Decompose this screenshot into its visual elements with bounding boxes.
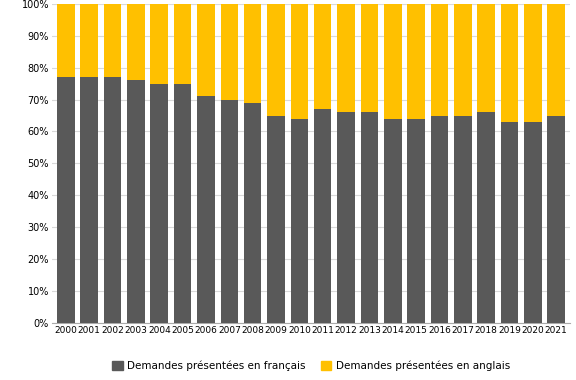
Bar: [174, 84, 191, 323]
Bar: [524, 122, 541, 323]
Bar: [524, 4, 541, 122]
Bar: [81, 77, 98, 323]
Bar: [221, 4, 238, 100]
Bar: [384, 4, 401, 119]
Bar: [197, 4, 215, 97]
Bar: [150, 84, 168, 323]
Bar: [501, 4, 518, 122]
Bar: [150, 4, 168, 84]
Bar: [454, 116, 472, 323]
Bar: [547, 4, 565, 116]
Bar: [57, 4, 75, 77]
Bar: [244, 103, 262, 323]
Bar: [431, 116, 448, 323]
Bar: [267, 4, 285, 116]
Legend: Demandes présentées en français, Demandes présentées en anglais: Demandes présentées en français, Demande…: [108, 356, 514, 375]
Bar: [478, 4, 495, 112]
Bar: [291, 4, 308, 119]
Bar: [314, 109, 331, 323]
Bar: [407, 4, 425, 119]
Bar: [174, 4, 191, 84]
Bar: [81, 4, 98, 77]
Bar: [197, 97, 215, 323]
Bar: [291, 119, 308, 323]
Bar: [104, 4, 122, 77]
Bar: [361, 112, 378, 323]
Bar: [127, 4, 145, 81]
Bar: [221, 100, 238, 323]
Bar: [547, 116, 565, 323]
Bar: [384, 119, 401, 323]
Bar: [431, 4, 448, 116]
Bar: [104, 77, 122, 323]
Bar: [314, 4, 331, 109]
Bar: [244, 4, 262, 103]
Bar: [127, 81, 145, 323]
Bar: [407, 119, 425, 323]
Bar: [361, 4, 378, 112]
Bar: [338, 112, 355, 323]
Bar: [338, 4, 355, 112]
Bar: [501, 122, 518, 323]
Bar: [454, 4, 472, 116]
Bar: [57, 77, 75, 323]
Bar: [267, 116, 285, 323]
Bar: [478, 112, 495, 323]
